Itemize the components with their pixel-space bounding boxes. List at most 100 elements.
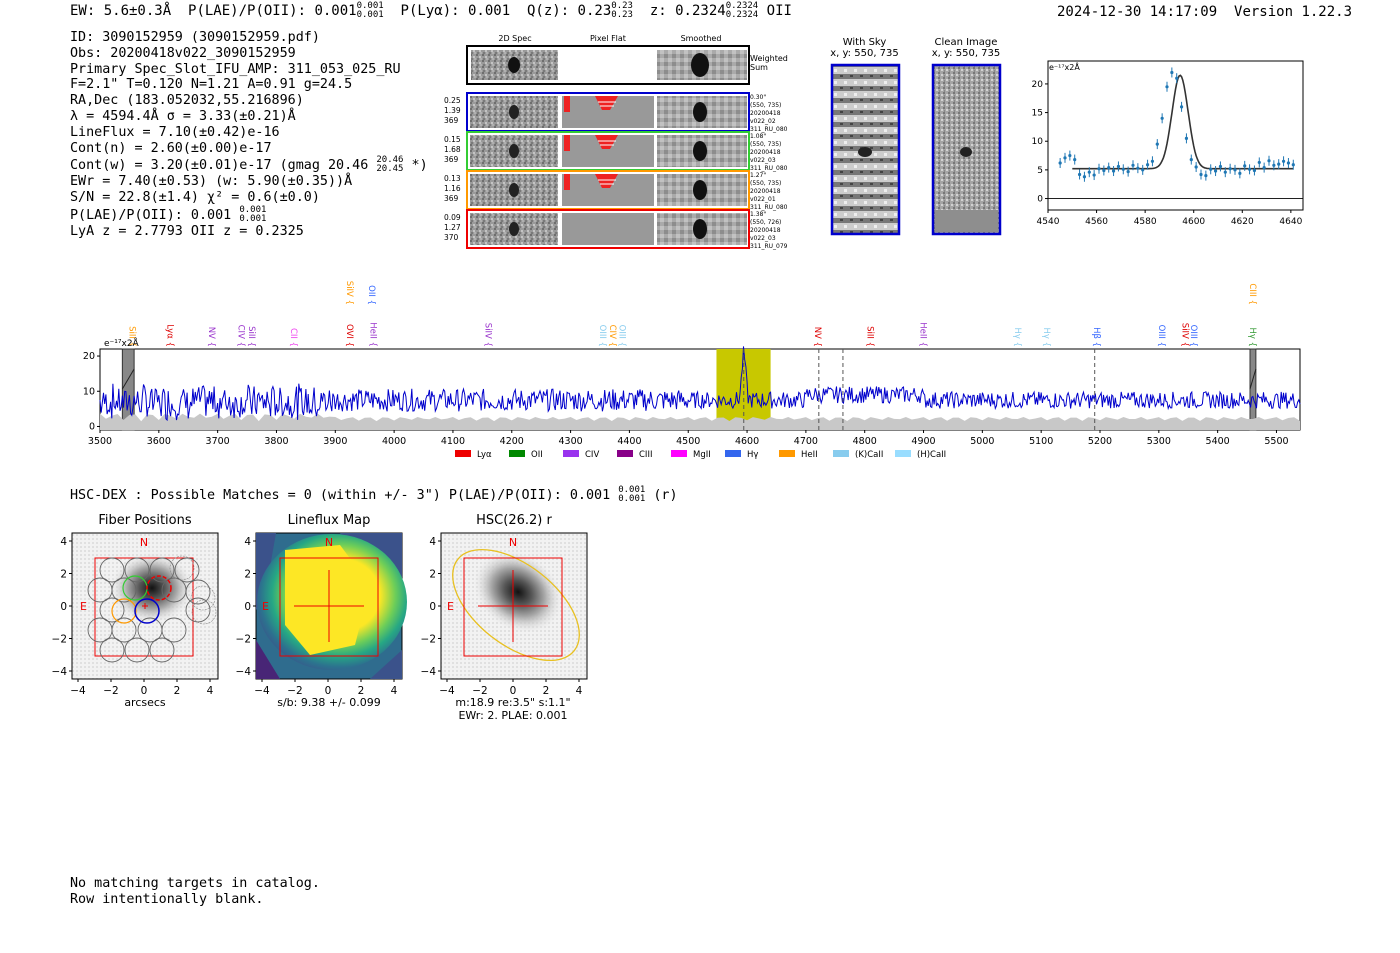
spectrum-xtick-label: 4400 <box>617 436 641 447</box>
spectrum-xtick-label: 3800 <box>264 436 288 447</box>
line-label: Hβ { <box>1091 327 1101 347</box>
cutout-left-label: 369 <box>444 194 459 203</box>
spectrum-xtick-label: 4700 <box>794 436 818 447</box>
cutout-right-label: v022_03 <box>750 157 776 164</box>
info-lya: LyA z = 2.7793 OII z = 0.2325 <box>70 223 304 239</box>
hsc-xlabel1: m:18.9 re:3.5" s:1.1" <box>455 696 570 709</box>
legend-swatch <box>509 450 525 457</box>
spectrum-xtick-label: 4200 <box>500 436 524 447</box>
flat-bad-pixels <box>564 174 570 190</box>
panel-xtick-label: 0 <box>510 685 517 697</box>
cutout-right-label: 20200418 <box>750 188 781 195</box>
cutout-left-label: 370 <box>444 233 459 242</box>
hsc-n-label: N <box>509 536 517 549</box>
info-ewr: EWr = 7.40(±0.53) (w: 5.90(±0.35))Å <box>70 174 353 190</box>
linefit-point <box>1218 164 1223 169</box>
linefit-point <box>1150 159 1155 163</box>
legend-swatch <box>895 450 911 457</box>
line-label: OIII { <box>1188 325 1198 347</box>
linefit-point <box>1184 136 1189 140</box>
spectrum-xtick-label: 4600 <box>735 436 759 447</box>
linefit-point <box>1247 167 1252 171</box>
clean-image-header: Clean Image x, y: 550, 735 <box>922 37 1010 59</box>
legend-label: (K)CaII <box>855 450 883 460</box>
info-radec: RA,Dec (183.052032,55.216896) <box>70 93 304 109</box>
linefit-point <box>1209 167 1213 171</box>
cutout-right-label: 20200418 <box>750 149 781 156</box>
linefit-point <box>1111 169 1116 173</box>
panel-ytick-label: 4 <box>429 536 436 548</box>
linefit-point <box>1238 171 1242 175</box>
linefit-point <box>1277 162 1281 166</box>
header-timestamp: 2024-12-30 14:17:09 Version 1.22.3 <box>1057 4 1352 20</box>
header-plae-lo: 0.001 <box>356 10 384 20</box>
spectrum-flux-line <box>99 346 1301 422</box>
spectrum-xtick-label: 5000 <box>970 436 994 447</box>
linefit-point <box>1087 170 1091 174</box>
hsc-dex-line: HSC-DEX : Possible Matches = 0 (within +… <box>70 486 678 504</box>
linefit-point <box>1116 164 1121 169</box>
info-sn: S/N = 22.8(±1.4) χ² = 0.6(±0.0) <box>70 190 320 206</box>
linefit-xtick-label: 4620 <box>1231 217 1254 227</box>
legend-label: (H)CaII <box>917 450 946 460</box>
full-spectrum-plot: SiII {Lyα {NV {CIV {SiII {CII {SiIV {OVI… <box>83 281 1301 460</box>
spectrum-mask-hatch <box>1249 368 1257 390</box>
linefit-point <box>1243 164 1247 168</box>
version: Version 1.22.3 <box>1234 4 1353 20</box>
image-panels: N E arcsecs N E s/b: 9.38 +/- 0.099 N E … <box>52 532 588 722</box>
fiber-xlabel: arcsecs <box>124 696 166 709</box>
linefit-point <box>1267 159 1271 163</box>
info-contn: Cont(n) = 2.60(±0.00)e-17 <box>70 140 272 156</box>
linefit-point <box>1291 163 1295 167</box>
panel-ytick-label: −2 <box>236 634 251 646</box>
cutout-smooth-source <box>693 102 707 122</box>
cutout-left-label: 369 <box>444 155 459 164</box>
cutout-left-label: 1.68 <box>444 145 461 154</box>
panel-ytick-label: 2 <box>244 569 251 581</box>
spectrum-xtick-label: 4000 <box>382 436 406 447</box>
linefit-point <box>1257 160 1261 165</box>
linefit-point <box>1204 174 1208 178</box>
sky-images <box>830 63 1002 236</box>
cutout-right-label: (550, 726) <box>750 219 781 226</box>
legend-swatch <box>833 450 849 457</box>
panel-ytick-label: 4 <box>244 536 251 548</box>
cutout-smooth-source <box>693 219 707 239</box>
line-label: CIV { <box>235 325 245 347</box>
plae2-lo: 0.001 <box>239 213 267 224</box>
line-label: CII { <box>288 328 298 347</box>
linefit-point <box>1233 168 1237 172</box>
linefit-point <box>1262 165 1266 170</box>
header-plya: P(Lyα): 0.001 <box>400 3 511 19</box>
header-qz-hi: 0.23 <box>611 1 633 11</box>
header-z-lo: 0.2324 <box>725 10 759 20</box>
spectrum-xtick-label: 3600 <box>147 436 171 447</box>
footer-line2: Row intentionally blank. <box>70 891 264 907</box>
spectrum-mask-hatch <box>121 368 135 390</box>
header-summary: EW: 5.6±0.3Å P(LAE)/P(OII): 0.001 0.001 0.… <box>70 2 792 20</box>
spectrum-ytick-label: 10 <box>83 386 95 397</box>
linefit-xtick-label: 4540 <box>1037 217 1060 227</box>
spectrum-xtick-label: 4300 <box>558 436 582 447</box>
linefit-point <box>1141 168 1145 172</box>
legend-label: CIII <box>639 450 652 460</box>
info-block: ID: 3090152959 (3090152959.pdf) Obs: 202… <box>70 30 428 240</box>
panel-ytick-label: −4 <box>52 666 68 678</box>
panel-xtick-label: 0 <box>141 685 148 697</box>
info-lineflux: LineFlux = 7.10(±0.42)e-16 <box>70 124 280 140</box>
linefit-point <box>1252 168 1257 173</box>
line-label: Hγ { <box>1012 327 1022 347</box>
lineflux-n-label: N <box>325 536 333 549</box>
info-primary: Primary Spec_Slot_IFU_AMP: 311_053_025_R… <box>70 61 401 77</box>
linefit-point <box>1077 172 1082 177</box>
legend-label: CIV <box>585 450 599 460</box>
linefit-point <box>1194 165 1198 169</box>
line-fit-plot: 4540 4560 4580 4600 4620 4640 0 5 10 15 20 e⁻¹⁷x2Å <box>1032 60 1304 227</box>
line-label: Lyα { <box>165 324 175 347</box>
linefit-point <box>1228 167 1232 171</box>
linefit-point <box>1092 173 1096 177</box>
